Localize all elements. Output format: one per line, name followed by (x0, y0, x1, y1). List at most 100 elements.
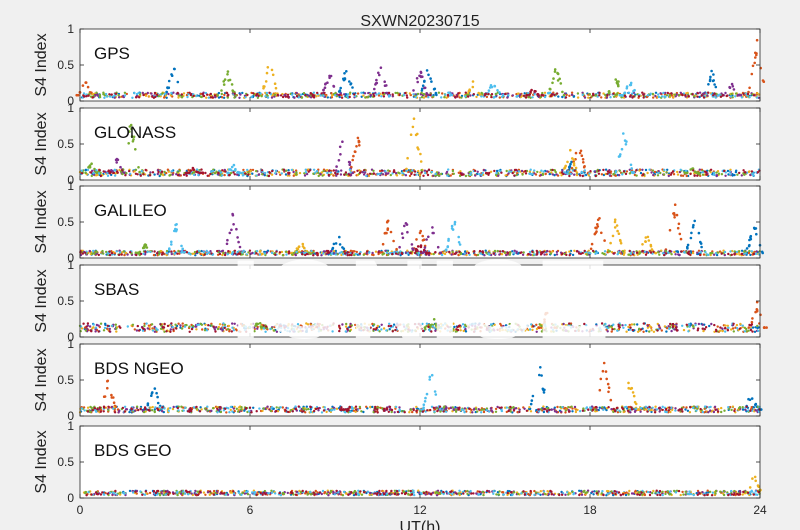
data-point (233, 173, 236, 176)
data-point (685, 171, 689, 175)
data-point (326, 96, 329, 99)
data-point (411, 125, 415, 129)
data-point (743, 171, 746, 174)
data-point (437, 91, 441, 94)
data-point (495, 171, 498, 175)
data-point (567, 170, 570, 173)
data-point (169, 94, 172, 97)
data-point (255, 174, 258, 177)
data-point (753, 227, 756, 230)
data-point (246, 168, 249, 172)
data-point (627, 381, 630, 385)
data-point (81, 84, 85, 87)
data-point (454, 96, 457, 99)
data-point (629, 326, 632, 329)
data-point (159, 93, 162, 96)
data-point (632, 394, 636, 398)
data-point (279, 94, 283, 97)
data-point (420, 169, 423, 172)
data-point (537, 93, 540, 97)
data-point (464, 95, 467, 98)
data-point (604, 370, 608, 373)
data-point (657, 95, 661, 99)
data-point (337, 159, 341, 162)
data-point (273, 95, 276, 98)
data-point (729, 168, 732, 171)
data-point (696, 92, 700, 95)
data-point (652, 173, 655, 177)
data-point (683, 250, 686, 254)
data-point (621, 173, 624, 176)
data-point (612, 95, 616, 99)
data-point (723, 250, 727, 254)
data-point (402, 94, 406, 97)
data-point (504, 174, 507, 177)
data-point (197, 173, 200, 177)
data-point (451, 169, 455, 173)
data-point (630, 386, 634, 390)
data-point (665, 327, 669, 330)
data-point (514, 168, 518, 172)
data-point (104, 92, 108, 96)
data-point (708, 324, 711, 328)
data-point (223, 253, 227, 257)
data-point (146, 403, 150, 407)
data-point (529, 410, 533, 413)
data-point (587, 96, 590, 99)
data-point (399, 254, 402, 257)
data-point (560, 174, 563, 177)
data-point (244, 96, 247, 99)
data-point (608, 171, 611, 174)
data-point (131, 96, 134, 100)
data-point (146, 250, 149, 254)
data-point (572, 163, 576, 167)
data-point (646, 324, 649, 327)
data-point (549, 91, 552, 94)
data-point (170, 322, 173, 325)
data-point (329, 171, 332, 174)
data-point (141, 326, 144, 330)
data-point (708, 78, 712, 81)
data-point (698, 95, 701, 99)
data-point (157, 95, 160, 98)
data-point (381, 91, 385, 95)
data-point (265, 91, 269, 95)
data-point (343, 173, 346, 176)
data-point (89, 329, 92, 332)
data-point (685, 92, 688, 95)
data-point (750, 320, 754, 324)
data-point (106, 174, 110, 177)
data-point (393, 411, 396, 414)
data-point (617, 232, 621, 235)
data-point (458, 174, 462, 178)
data-point (507, 172, 510, 175)
data-point (755, 53, 758, 57)
data-point (506, 96, 509, 99)
data-point (648, 330, 651, 333)
data-point (88, 92, 91, 96)
data-point (617, 250, 620, 254)
data-point (283, 93, 286, 97)
data-point (751, 317, 754, 320)
data-point (755, 38, 759, 42)
data-point (241, 171, 244, 175)
data-point (565, 93, 568, 97)
data-point (748, 323, 751, 327)
y-axis-label: S4 Index (33, 190, 50, 253)
data-point (139, 252, 143, 256)
data-point (391, 93, 394, 96)
data-point (257, 173, 261, 176)
data-point (676, 250, 679, 253)
data-point (95, 250, 98, 253)
data-point (742, 169, 745, 172)
data-point (762, 80, 766, 83)
data-point (592, 94, 595, 97)
data-point (668, 228, 672, 232)
data-point (221, 169, 224, 172)
data-point (222, 83, 226, 86)
data-point (323, 91, 326, 95)
data-point (419, 229, 423, 233)
data-point (680, 174, 683, 177)
data-point (193, 250, 197, 254)
data-point (531, 172, 534, 176)
